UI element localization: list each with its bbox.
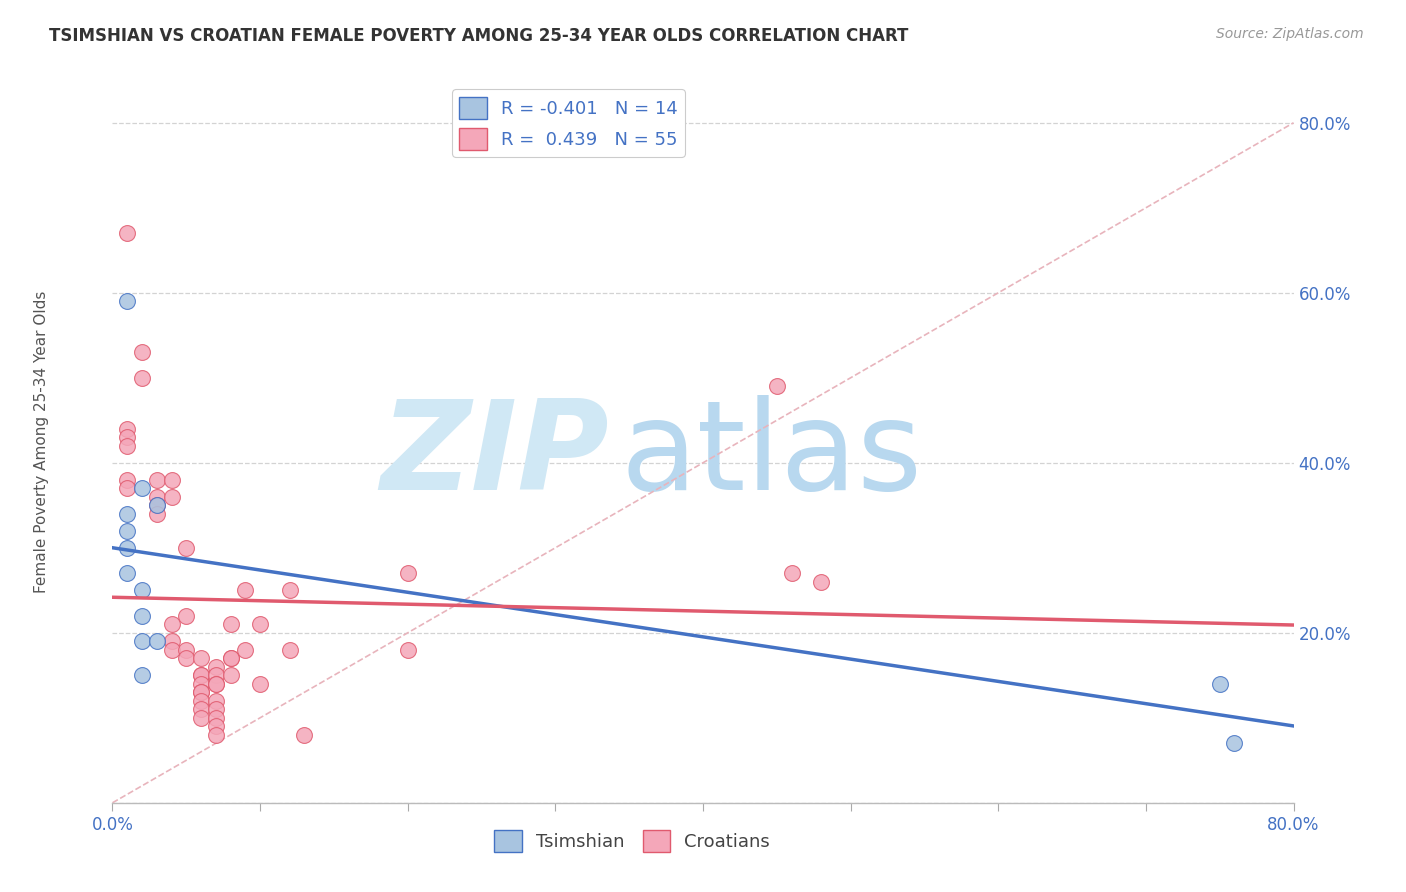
Point [219,651,242,665]
Point [205,711,228,725]
Point [205,660,228,674]
Point [249,617,271,632]
Point [190,651,212,665]
Point [117,566,138,581]
Point [174,541,197,555]
Point [219,651,242,665]
Point [131,481,153,495]
Point [292,728,315,742]
Point [146,473,169,487]
Point [117,422,138,436]
Point [117,439,138,453]
Point [131,583,153,598]
Point [146,490,169,504]
Point [190,694,212,708]
Point [146,498,169,512]
Point [131,634,153,648]
Point [1223,736,1246,750]
Point [174,642,197,657]
Point [233,583,256,598]
Text: Female Poverty Among 25-34 Year Olds: Female Poverty Among 25-34 Year Olds [34,291,49,592]
Text: atlas: atlas [620,395,922,516]
Point [249,677,271,691]
Point [190,685,212,699]
Point [810,574,832,589]
Point [117,541,138,555]
Point [205,702,228,716]
Point [131,608,153,623]
Point [766,379,789,393]
Point [780,566,803,581]
Text: Source: ZipAtlas.com: Source: ZipAtlas.com [1216,27,1364,41]
Point [205,668,228,682]
Point [190,677,212,691]
Point [205,677,228,691]
Point [131,668,153,682]
Point [219,668,242,682]
Point [160,617,183,632]
Point [117,524,138,538]
Point [174,608,197,623]
Point [146,507,169,521]
Point [160,642,183,657]
Point [146,634,169,648]
Point [205,728,228,742]
Point [205,677,228,691]
Point [278,642,301,657]
Text: ZIP: ZIP [380,395,609,516]
Point [233,642,256,657]
Point [117,227,138,241]
Point [190,668,212,682]
Point [396,566,419,581]
Point [190,685,212,699]
Point [1208,677,1232,691]
Point [117,507,138,521]
Point [396,642,419,657]
Point [146,498,169,512]
Point [160,634,183,648]
Point [117,481,138,495]
Point [160,490,183,504]
Text: TSIMSHIAN VS CROATIAN FEMALE POVERTY AMONG 25-34 YEAR OLDS CORRELATION CHART: TSIMSHIAN VS CROATIAN FEMALE POVERTY AMO… [49,27,908,45]
Point [190,702,212,716]
Point [131,345,153,359]
Point [174,651,197,665]
Point [131,371,153,385]
Point [205,719,228,733]
Point [219,617,242,632]
Point [278,583,301,598]
Point [160,473,183,487]
Point [117,294,138,309]
Point [117,473,138,487]
Point [190,668,212,682]
Legend: Tsimshian, Croatians: Tsimshian, Croatians [488,822,778,859]
Point [117,430,138,444]
Point [190,711,212,725]
Point [205,694,228,708]
